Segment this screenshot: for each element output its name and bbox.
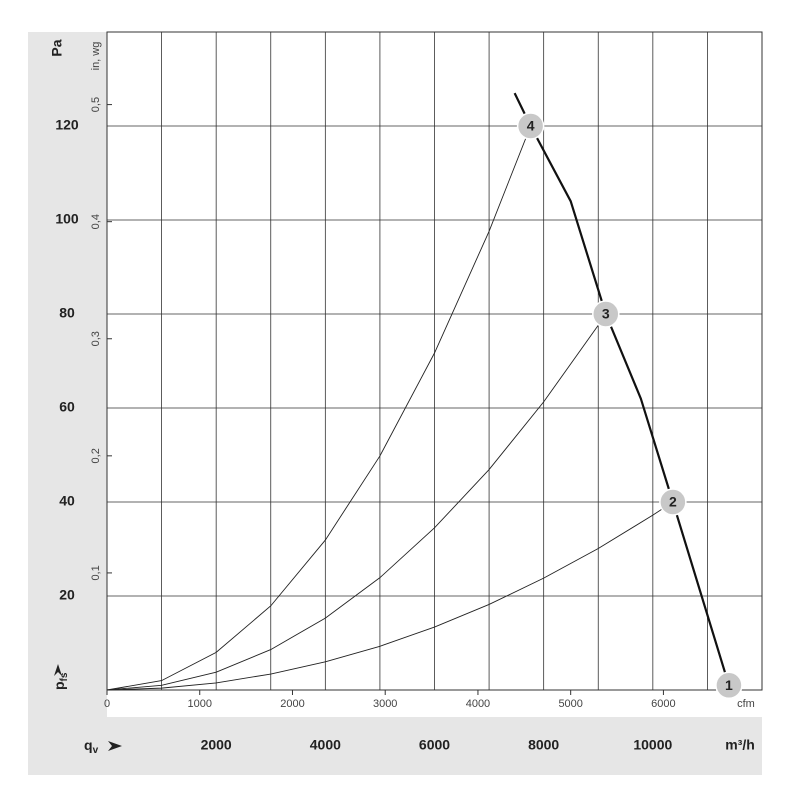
operating-point-label: 4	[527, 118, 535, 134]
x2-tick-label: 3000	[373, 698, 397, 710]
y-tick-label: 60	[59, 399, 75, 415]
x-arrow	[108, 741, 122, 751]
y-tick-label: 80	[59, 305, 75, 321]
y-tick-label: 20	[59, 587, 75, 603]
curve	[106, 125, 532, 691]
y2-label: in, wg	[90, 42, 102, 71]
curve	[106, 501, 674, 691]
x2-tick-label: 5000	[558, 698, 582, 710]
operating-point	[715, 671, 743, 700]
y-tick-label: 100	[55, 211, 79, 227]
operating-point	[659, 488, 687, 516]
x-tick-label: 2000	[201, 737, 232, 753]
x2-tick-label: 2000	[280, 698, 304, 710]
y-arrow	[54, 664, 62, 676]
operating-point-label: 2	[669, 494, 677, 510]
operating-point	[516, 112, 545, 140]
y-label: Pa	[49, 39, 65, 56]
y-symbol-sub: fs	[59, 672, 70, 681]
x2-tick-label: 1000	[187, 698, 211, 710]
y2-tick-label: 0,3	[90, 331, 102, 346]
x-tick-label: 4000	[310, 737, 341, 753]
x-tick-label: 10000	[633, 737, 672, 753]
operating-point-label: 3	[602, 306, 610, 322]
y-axis-band	[28, 32, 107, 717]
operating-point-label: 1	[725, 677, 733, 693]
x-symbol-sub: v	[93, 745, 99, 756]
y2-tick-label: 0,1	[90, 565, 102, 580]
curve	[106, 313, 607, 691]
x-symbol: qv	[84, 737, 99, 756]
y-symbol-main: p	[51, 681, 67, 690]
x-tick-label: 6000	[419, 737, 450, 753]
y2-tick-label: 0,2	[90, 448, 102, 463]
x-tick-label: 8000	[528, 737, 559, 753]
grid	[107, 32, 762, 690]
curves: 1 2 3 4	[106, 92, 743, 700]
x-axis-band	[28, 717, 762, 775]
x2-tick-label: 0	[104, 698, 110, 710]
y2-tick-label: 0,5	[90, 97, 102, 112]
y-tick-label: 120	[55, 117, 79, 133]
x2-tick-label: 4000	[466, 698, 490, 710]
x2-label: cfm	[737, 698, 755, 710]
y2-tick-label: 0,4	[90, 214, 102, 229]
x-symbol-main: q	[84, 737, 93, 753]
y-symbol: pfs	[51, 672, 70, 690]
x2-tick-label: 6000	[651, 698, 675, 710]
y-tick-label: 40	[59, 493, 75, 509]
operating-point	[592, 300, 620, 328]
x-label: m³/h	[725, 737, 755, 753]
